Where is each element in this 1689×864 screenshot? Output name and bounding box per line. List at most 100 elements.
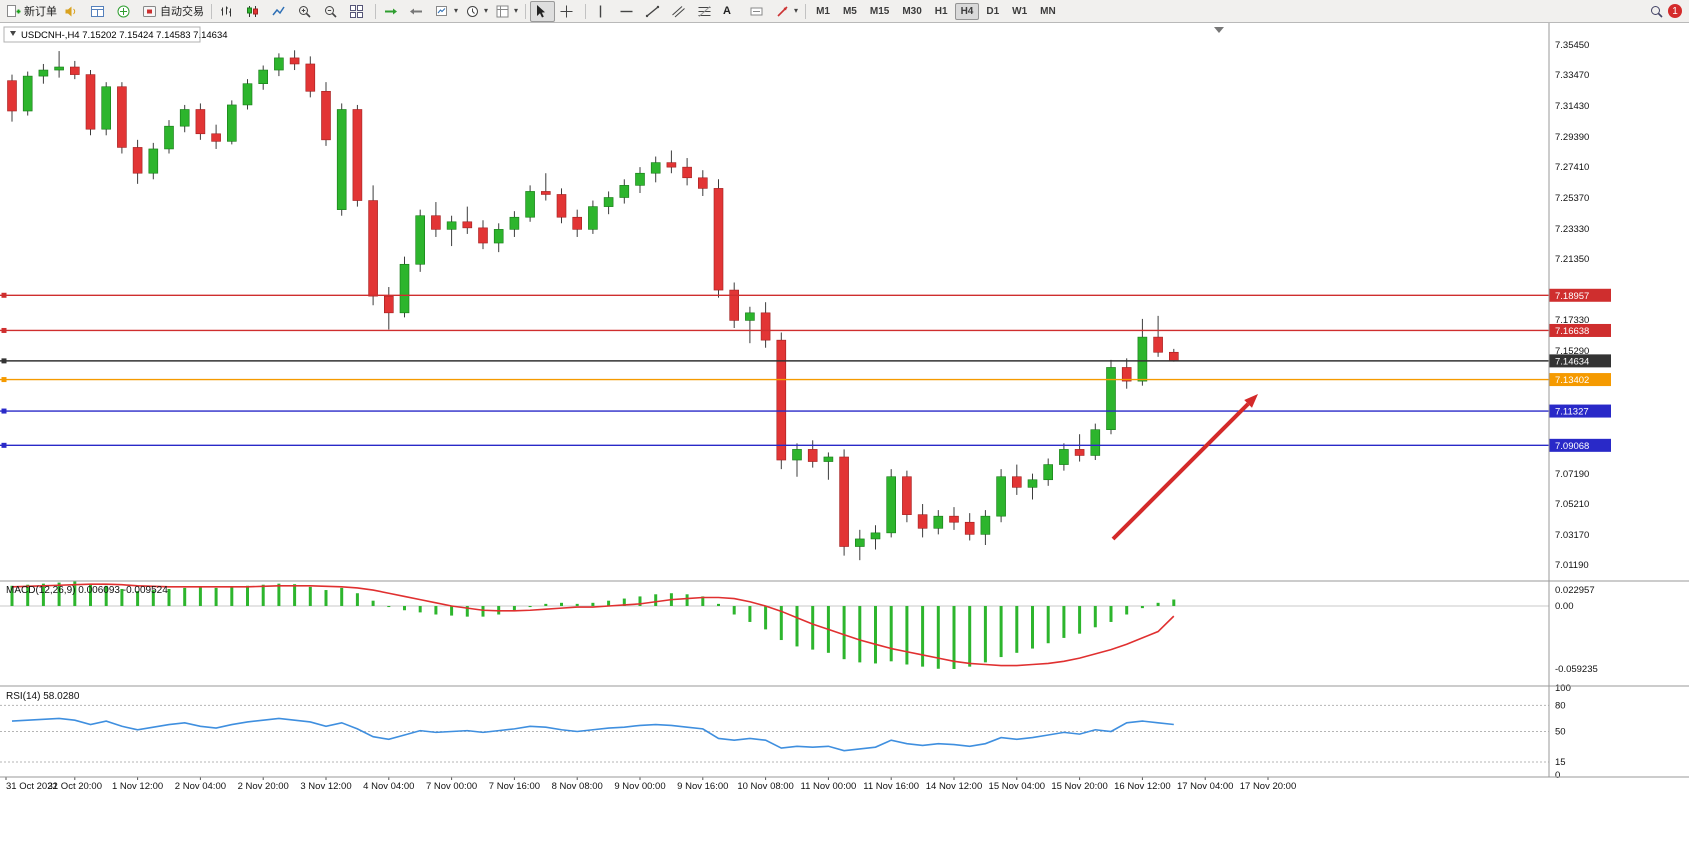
candle [289, 57, 300, 65]
timeframe-M5[interactable]: M5 [842, 5, 857, 17]
candle [211, 133, 221, 142]
sound-alert-button[interactable] [61, 1, 86, 22]
line-chart-button[interactable] [268, 1, 293, 22]
hline-handle[interactable] [1, 377, 7, 383]
autotrading-button[interactable]: 自动交易 [139, 1, 207, 22]
svg-text:-0.059235: -0.059235 [1555, 664, 1598, 675]
templates-dropdown[interactable]: ▾ [492, 1, 521, 22]
fibonacci-tool-button[interactable] [694, 1, 719, 22]
chart-shift-marker[interactable] [1214, 27, 1224, 33]
periods-dropdown[interactable]: ▾ [462, 1, 491, 22]
hline-handle[interactable] [1, 358, 7, 364]
timeframe-M15[interactable]: M15 [869, 5, 890, 17]
zoom-out-icon [323, 4, 338, 19]
timeframe-MN[interactable]: MN [1040, 5, 1056, 17]
candlestick-chart-button[interactable] [242, 1, 267, 22]
candle [666, 162, 677, 168]
candle [886, 476, 897, 534]
candle [980, 515, 991, 535]
svg-text:7.17330: 7.17330 [1555, 315, 1589, 326]
candle [1043, 464, 1053, 481]
vertical-line-tool-button[interactable] [590, 1, 615, 22]
price-tag-label: 7.14634 [1555, 356, 1589, 367]
svg-text:7.31430: 7.31430 [1555, 101, 1589, 112]
data-window-button[interactable] [87, 1, 112, 22]
chart-shift-button[interactable] [406, 1, 431, 22]
zoom-in-button[interactable] [294, 1, 319, 22]
template-icon [495, 4, 510, 19]
data-window-icon [90, 4, 105, 19]
timeframe-W1[interactable]: W1 [1012, 5, 1028, 17]
zoom-out-button[interactable] [320, 1, 345, 22]
timeframe-H1[interactable]: H1 [934, 5, 948, 17]
chart-canvas[interactable]: 7.18957 7.16638 7.14634 7.13402 7.11327 7.090… [0, 23, 1689, 864]
toolbar-separator [211, 3, 212, 19]
chart-background [0, 23, 1689, 864]
svg-text:31 Oct 2022: 31 Oct 2022 [6, 781, 58, 792]
vertical-line-icon [593, 4, 608, 19]
indicators-dropdown[interactable]: ▾ [432, 1, 461, 22]
candle [917, 514, 928, 529]
hline-handle[interactable] [1, 408, 7, 414]
candle [493, 229, 504, 244]
label-tool-button[interactable] [746, 1, 771, 22]
horizontal-line-icon [619, 4, 634, 19]
price-axis: 7.35450 7.33470 7.31430 7.29390 7.27410 7.253… [1555, 40, 1589, 571]
symbol-header[interactable]: USDCNH-,H4 7.15202 7.15424 7.14583 7.146… [3, 26, 228, 43]
channel-tool-button[interactable] [668, 1, 693, 22]
svg-text:7.25370: 7.25370 [1555, 193, 1589, 204]
new-order-icon [6, 4, 21, 19]
arrows-dropdown[interactable]: ▾ [772, 1, 801, 22]
candle [556, 194, 567, 218]
candle [1137, 336, 1148, 382]
trendline-tool-button[interactable] [642, 1, 667, 22]
hline-handle[interactable] [1, 327, 7, 333]
candle [697, 177, 708, 189]
chevron-down-icon: ▾ [514, 6, 519, 15]
svg-text:0: 0 [1555, 770, 1560, 781]
candle [399, 263, 410, 314]
candle [525, 191, 535, 218]
auto-scroll-button[interactable] [380, 1, 405, 22]
svg-text:9 Nov 16:00: 9 Nov 16:00 [677, 781, 728, 792]
candle [321, 90, 331, 141]
hline-handle[interactable] [1, 442, 7, 448]
candle [713, 188, 724, 291]
timeframe-H4[interactable]: H4 [954, 2, 980, 20]
notification-badge[interactable]: 1 [1668, 4, 1682, 18]
trend-arrow[interactable] [1111, 402, 1250, 541]
fibonacci-icon [697, 4, 712, 19]
bar-chart-button[interactable] [216, 1, 241, 22]
candle [760, 312, 771, 341]
timeframe-M1[interactable]: M1 [816, 5, 830, 17]
candle [729, 289, 740, 321]
candle [1169, 351, 1179, 362]
new-order-label: 新订单 [24, 6, 57, 18]
timeframe-D1[interactable]: D1 [986, 5, 1000, 17]
candle [854, 538, 865, 547]
crosshair-tool-button[interactable] [556, 1, 581, 22]
candle [446, 221, 457, 230]
new-order-button[interactable]: 新订单 [3, 1, 60, 22]
candle [603, 197, 614, 207]
timeframe-M30[interactable]: M30 [902, 5, 922, 17]
candle [305, 63, 316, 92]
tile-windows-button[interactable] [346, 1, 371, 22]
text-tool-button[interactable]: A [720, 1, 745, 22]
annotations[interactable] [1111, 394, 1258, 541]
candle [1106, 367, 1116, 430]
svg-text:7.07190: 7.07190 [1555, 469, 1589, 480]
search-icon[interactable] [1649, 4, 1664, 19]
hline-handle[interactable] [1, 292, 7, 298]
candle [588, 206, 598, 230]
cursor-tool-button[interactable] [530, 0, 556, 22]
candle [478, 227, 488, 244]
svg-text:16 Nov 12:00: 16 Nov 12:00 [1114, 781, 1171, 792]
svg-text:7.29390: 7.29390 [1555, 132, 1589, 143]
price-lines: 7.18957 7.16638 7.14634 7.13402 7.11327 7.090… [0, 288, 1611, 452]
candle [352, 109, 363, 201]
svg-text:7.21350: 7.21350 [1555, 254, 1589, 265]
horizontal-line-tool-button[interactable] [616, 1, 641, 22]
navigator-button[interactable] [113, 1, 138, 22]
svg-text:7.33470: 7.33470 [1555, 70, 1589, 81]
